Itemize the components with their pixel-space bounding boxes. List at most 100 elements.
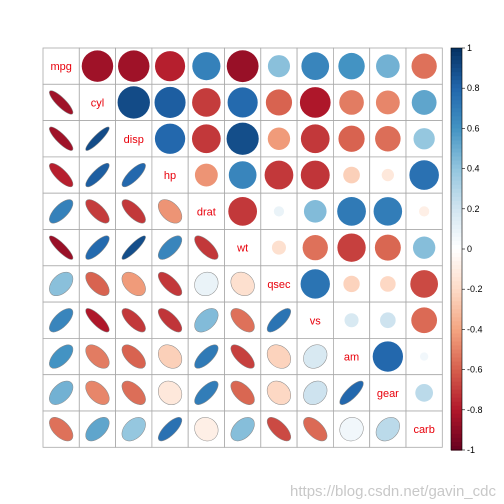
- colorbar-segment: [451, 421, 462, 427]
- colorbar-segment: [451, 92, 462, 97]
- colorbar-tick-label: -1: [467, 445, 475, 455]
- corr-circle-wt-gear: [374, 234, 401, 261]
- colorbar-segment: [451, 445, 462, 451]
- corr-circle-mpg-am: [338, 52, 365, 80]
- grid-cell: [332, 337, 371, 376]
- corr-circle-wt-qsec: [271, 240, 286, 255]
- corr-ellipse-wt-cyl: [85, 235, 110, 260]
- colorbar-segment: [451, 164, 462, 170]
- corr-ellipse-gear-hp: [157, 380, 183, 405]
- colorbar-tick-label: 0.2: [467, 204, 480, 214]
- corr-circle-cyl-am: [339, 90, 364, 115]
- diagonal-label-drat: drat: [197, 206, 216, 218]
- colorbar-segment: [451, 317, 462, 322]
- corr-circle-drat-carb: [419, 206, 430, 217]
- colorbar-segment: [451, 305, 462, 310]
- diagonal-label-hp: hp: [164, 170, 176, 182]
- colorbar-segment: [451, 365, 462, 371]
- colorbar-segment: [451, 357, 462, 363]
- colorbar-segment: [451, 100, 462, 105]
- colorbar-segment: [451, 144, 462, 150]
- colorbar-segment: [451, 240, 462, 246]
- colorbar-segment: [451, 341, 462, 347]
- grid-cell: [78, 83, 117, 122]
- colorbar-segment: [451, 381, 462, 387]
- colorbar-segment: [451, 257, 462, 262]
- colorbar-segment: [451, 389, 462, 395]
- corr-ellipse-wt-drat: [194, 235, 219, 260]
- corr-ellipse-wt-hp: [157, 235, 183, 260]
- corr-ellipse-gear-am: [339, 380, 364, 405]
- colorbar-segment: [451, 96, 462, 101]
- colorbar-segment: [451, 261, 462, 266]
- colorbar-segment: [451, 176, 462, 182]
- colorbar-segment: [451, 293, 462, 298]
- corr-circle-qsec-vs: [300, 269, 330, 299]
- colorbar-tick-label: -0.6: [467, 365, 483, 375]
- corr-ellipse-hp-disp: [121, 162, 146, 188]
- corr-circle-hp-carb: [409, 160, 439, 190]
- colorbar-segment: [451, 60, 462, 65]
- diagonal-label-qsec: qsec: [267, 279, 291, 291]
- watermark-text: https://blog.csdn.net/gavin_cdc: [290, 483, 496, 500]
- colorbar-segment: [451, 405, 462, 411]
- colorbar-tick-label: 0: [467, 244, 472, 254]
- colorbar-segment: [451, 140, 462, 146]
- diagonal-label-carb: carb: [413, 424, 434, 436]
- colorbar-segment: [451, 120, 462, 125]
- corr-ellipse-carb-qsec: [266, 417, 292, 442]
- corr-ellipse-gear-qsec: [266, 380, 292, 405]
- colorbar-segment: [451, 168, 462, 174]
- corr-ellipse-qsec-drat: [194, 271, 219, 297]
- corr-circle-disp-vs: [300, 124, 330, 154]
- corr-circle-mpg-qsec: [267, 55, 291, 78]
- corr-ellipse-vs-disp: [121, 308, 146, 333]
- corr-circle-hp-gear: [381, 168, 395, 182]
- corr-circle-qsec-carb: [410, 270, 439, 298]
- corr-circle-hp-wt: [228, 161, 257, 189]
- corr-circle-vs-am: [344, 313, 359, 328]
- colorbar-segment: [451, 277, 462, 282]
- corr-circle-am-carb: [419, 352, 429, 361]
- colorbar-segment: [451, 253, 462, 258]
- colorbar-segment: [451, 156, 462, 162]
- corr-circle-mpg-disp: [118, 50, 150, 82]
- corr-circle-cyl-qsec: [265, 89, 293, 116]
- colorbar-segment: [451, 325, 462, 330]
- colorbar-segment: [451, 369, 462, 375]
- corr-ellipse-qsec-disp: [121, 271, 146, 297]
- colorbar-segment: [451, 385, 462, 391]
- corr-circle-disp-gear: [375, 125, 401, 152]
- colorbar-segment: [451, 84, 462, 89]
- corr-ellipse-vs-hp: [157, 308, 183, 333]
- colorbar-segment: [451, 441, 462, 447]
- colorbar-segment: [451, 236, 462, 242]
- corr-ellipse-gear-disp: [121, 380, 146, 405]
- corr-circle-disp-am: [338, 125, 365, 152]
- corr-ellipse-am-mpg: [49, 344, 74, 369]
- corr-circle-cyl-gear: [375, 90, 400, 115]
- corr-ellipse-wt-mpg: [49, 235, 74, 260]
- colorbar-tick-label: -0.4: [467, 324, 483, 334]
- colorbar-segment: [451, 361, 462, 367]
- corr-ellipse-carb-wt: [230, 417, 255, 442]
- colorbar-segment: [451, 148, 462, 154]
- corr-ellipse-qsec-hp: [157, 271, 183, 297]
- corr-ellipse-am-hp: [157, 344, 183, 369]
- colorbar-segment: [451, 333, 462, 339]
- corr-circle-disp-hp: [154, 123, 186, 154]
- colorbar-segment: [451, 417, 462, 423]
- corr-circle-wt-carb: [412, 236, 436, 259]
- corr-circle-am-gear: [372, 341, 404, 372]
- corr-circle-mpg-drat: [192, 52, 221, 81]
- colorbar-segment: [451, 269, 462, 274]
- corr-ellipse-am-cyl: [85, 344, 110, 369]
- colorbar: 1 0.8 0.6 0.4 0.2 0 -0.2 -0.4 -0.6 -0.8 -1: [450, 43, 483, 455]
- colorbar-segment: [451, 124, 462, 129]
- corr-circle-disp-drat: [191, 124, 221, 154]
- corr-circle-hp-drat: [194, 163, 218, 187]
- corr-ellipse-carb-mpg: [49, 417, 74, 442]
- corr-ellipse-qsec-mpg: [49, 271, 74, 297]
- diagonal-label-wt: wt: [236, 243, 248, 255]
